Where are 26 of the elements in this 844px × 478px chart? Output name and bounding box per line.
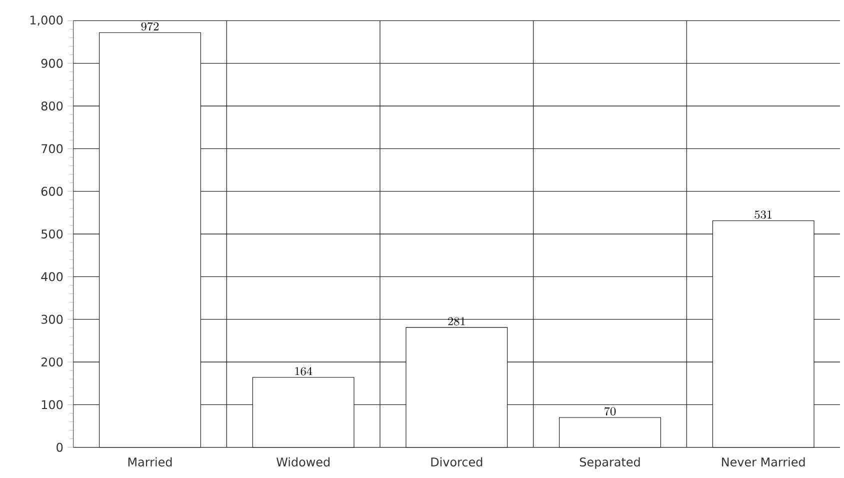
x-tick-label: Separated bbox=[580, 457, 640, 469]
y-tick-label: 700 bbox=[42, 144, 63, 154]
y-tick-label: 300 bbox=[42, 314, 63, 324]
bar bbox=[406, 327, 508, 448]
bar bbox=[252, 377, 354, 448]
bar bbox=[712, 220, 814, 448]
x-tick-label: Divorced bbox=[431, 457, 482, 467]
y-tick-label: 0 bbox=[56, 442, 63, 452]
y-tick-label: 900 bbox=[41, 58, 63, 68]
y-tick-label: 1,000 bbox=[30, 16, 63, 26]
y-tick-label: 500 bbox=[42, 229, 63, 239]
x-tick-label: Widowed bbox=[276, 457, 330, 467]
x-tick-label: Married bbox=[128, 457, 172, 467]
bar bbox=[99, 32, 201, 448]
y-tick-label: 100 bbox=[42, 400, 63, 410]
y-tick-label: 400 bbox=[41, 272, 63, 282]
data-label: 164 bbox=[295, 366, 312, 376]
data-label: 531 bbox=[754, 210, 772, 219]
data-label: 281 bbox=[448, 317, 465, 326]
y-tick-label: 200 bbox=[41, 357, 63, 367]
data-label: 70 bbox=[604, 407, 616, 416]
x-tick-label: Never Married bbox=[722, 457, 805, 467]
data-label: 972 bbox=[141, 22, 159, 31]
y-tick-label: 600 bbox=[41, 186, 63, 196]
y-tick-label: 800 bbox=[41, 101, 63, 111]
bar bbox=[559, 417, 661, 448]
